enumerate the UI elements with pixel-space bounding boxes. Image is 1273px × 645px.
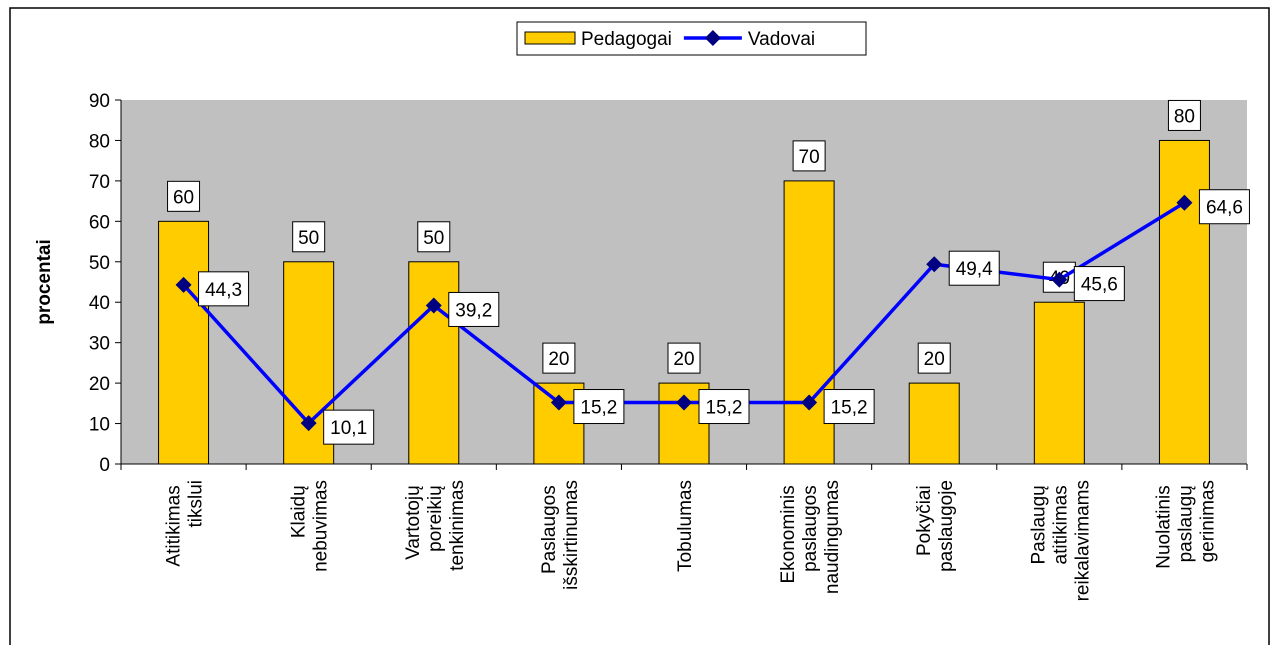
y-tick-label: 10 — [89, 415, 110, 436]
data-label-box — [417, 221, 451, 253]
marker — [175, 276, 192, 293]
y-tick-label: 20 — [89, 374, 110, 395]
y-tick-label: 30 — [89, 334, 110, 355]
data-label: 15,2 — [580, 398, 617, 419]
data-label-box — [198, 271, 250, 307]
data-label: 60 — [173, 187, 194, 208]
data-label: 50 — [423, 228, 444, 249]
data-label-box — [698, 389, 750, 425]
x-tick-label: Nuolatinis paslaugų gerinimas — [1153, 480, 1218, 569]
data-label: 15,2 — [706, 398, 743, 419]
bar — [1158, 139, 1210, 465]
data-label: 20 — [548, 349, 569, 370]
data-label: 45,6 — [1081, 275, 1118, 296]
data-label-box — [948, 250, 1000, 286]
bar — [908, 382, 960, 465]
marker — [926, 256, 943, 273]
data-label: 50 — [298, 228, 319, 249]
data-label-box — [1073, 266, 1125, 302]
x-tick-label: Vartotojų poreikių tenkinimas — [403, 480, 468, 571]
data-label-box — [823, 389, 875, 425]
data-label: 70 — [799, 147, 820, 168]
marker — [1051, 271, 1068, 288]
x-tick-label: Atitikimas tikslui — [164, 480, 207, 567]
data-label: 20 — [673, 349, 694, 370]
y-tick-label: 50 — [89, 253, 110, 274]
data-label: 10,1 — [330, 418, 367, 439]
data-label-box — [167, 180, 201, 212]
marker — [1176, 194, 1193, 211]
data-label-box — [917, 342, 951, 374]
x-tick-label: Pokyčiai paslaugoje — [914, 480, 957, 572]
y-tick-label: 90 — [89, 91, 110, 112]
y-tick-label: 40 — [89, 293, 110, 314]
data-label-box — [448, 291, 500, 327]
data-label-box — [542, 342, 576, 374]
legend-swatch — [524, 31, 576, 45]
data-label-box — [667, 342, 701, 374]
x-tick-label: Paslaugos išskirtinumas — [539, 480, 582, 590]
x-tick-label: Ekonominis paslaugos naudingumas — [778, 480, 843, 594]
x-tick-label: Klaidų nebuvimas — [289, 480, 332, 572]
legend-marker — [704, 30, 721, 46]
data-label: 49,4 — [956, 259, 993, 280]
bar — [158, 220, 210, 465]
y-tick-label: 70 — [89, 172, 110, 193]
y-tick-label: 80 — [89, 131, 110, 152]
data-label-box — [792, 140, 826, 172]
legend-label: Pedagogai — [581, 29, 672, 50]
marker — [801, 394, 818, 411]
data-label: 64,6 — [1206, 198, 1243, 219]
data-label: 15,2 — [831, 398, 868, 419]
data-label: 44,3 — [205, 280, 242, 301]
data-label: 39,2 — [455, 300, 492, 321]
x-tick-label: Tobulumas — [675, 480, 696, 572]
data-label: 20 — [924, 349, 945, 370]
data-label-box — [573, 389, 625, 425]
y-axis-label: procentai — [34, 239, 55, 325]
marker — [676, 394, 692, 411]
legend-label: Vadovai — [748, 29, 815, 50]
data-label-box — [1198, 189, 1250, 225]
y-tick-label: 0 — [99, 455, 110, 476]
data-label: 80 — [1174, 106, 1195, 127]
bar — [1033, 301, 1085, 465]
marker — [300, 415, 317, 432]
y-tick-label: 60 — [89, 212, 110, 233]
data-label-box — [292, 221, 326, 253]
marker — [425, 297, 442, 314]
data-label-box — [1167, 99, 1201, 131]
marker — [550, 394, 567, 411]
data-label-box — [323, 409, 375, 445]
x-tick-label: Paslaugų atitikimas reikalavimams — [1028, 480, 1093, 601]
